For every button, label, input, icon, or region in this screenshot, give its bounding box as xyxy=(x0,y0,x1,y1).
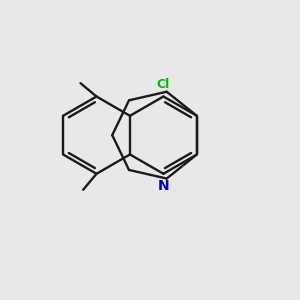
Text: Cl: Cl xyxy=(157,77,170,91)
Text: N: N xyxy=(158,179,169,193)
